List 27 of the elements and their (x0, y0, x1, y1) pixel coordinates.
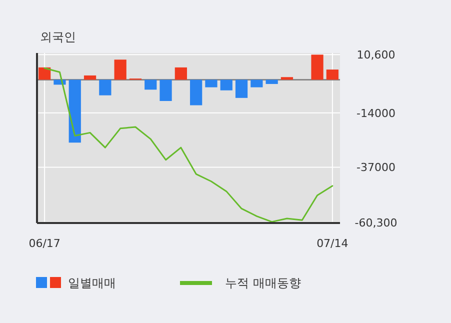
bar (326, 70, 338, 80)
bar (38, 67, 51, 80)
bar (266, 80, 278, 84)
bar (84, 75, 96, 80)
bar (68, 80, 81, 143)
y-tick-label: 10,600 (356, 48, 396, 62)
bar (280, 77, 294, 80)
bar (220, 80, 232, 90)
y-tick-label: -37000 (356, 161, 396, 174)
bar (205, 80, 218, 88)
y-tick-label: -60,300 (354, 216, 398, 230)
legend-label: 일별매매 (68, 276, 116, 290)
chart-title: 외국인 (40, 30, 76, 44)
y-tick-label: -14000 (356, 106, 396, 120)
bar (250, 80, 263, 88)
bar (311, 54, 324, 80)
bar (190, 80, 202, 106)
line-series (44, 67, 334, 223)
x-tick-label: 06/17 (28, 237, 60, 250)
bar (99, 80, 112, 96)
legend-label: 누적 매매동향 (225, 276, 301, 290)
bar (144, 80, 157, 90)
bar (160, 80, 172, 101)
bar (174, 67, 187, 80)
bar (114, 60, 126, 80)
bar (235, 80, 248, 98)
x-tick-label: 07/14 (316, 237, 348, 250)
